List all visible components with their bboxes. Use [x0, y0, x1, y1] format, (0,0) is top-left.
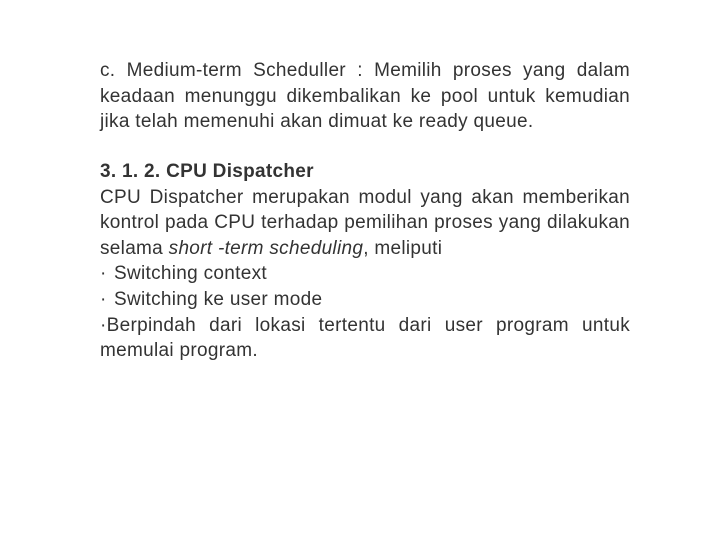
bullet-dot-icon: · — [100, 261, 114, 287]
bullet-item: · Switching context — [100, 261, 630, 287]
dispatcher-heading: 3. 1. 2. CPU Dispatcher — [100, 159, 630, 185]
dispatcher-body: CPU Dispatcher merupakan modul yang akan… — [100, 185, 630, 262]
bullet-item: · Switching ke user mode — [100, 287, 630, 313]
bullet-dot-icon: · — [100, 313, 107, 339]
paragraph-scheduler: c. Medium-term Scheduller : Memilih pros… — [100, 58, 630, 135]
bullet-text: Switching context — [114, 261, 267, 287]
bullet-text: Berpindah dari lokasi tertentu dari user… — [100, 315, 630, 362]
dispatcher-italic: short -term scheduling — [169, 238, 364, 259]
document-page: c. Medium-term Scheduller : Memilih pros… — [0, 0, 720, 540]
bullet-item: ·Berpindah dari lokasi tertentu dari use… — [100, 313, 630, 364]
dispatcher-body-post: , meliputi — [363, 238, 442, 259]
bullet-text: Switching ke user mode — [114, 287, 322, 313]
bullet-dot-icon: · — [100, 287, 114, 313]
scheduler-text: c. Medium-term Scheduller : Memilih pros… — [100, 60, 630, 132]
section-dispatcher: 3. 1. 2. CPU Dispatcher CPU Dispatcher m… — [100, 159, 630, 364]
